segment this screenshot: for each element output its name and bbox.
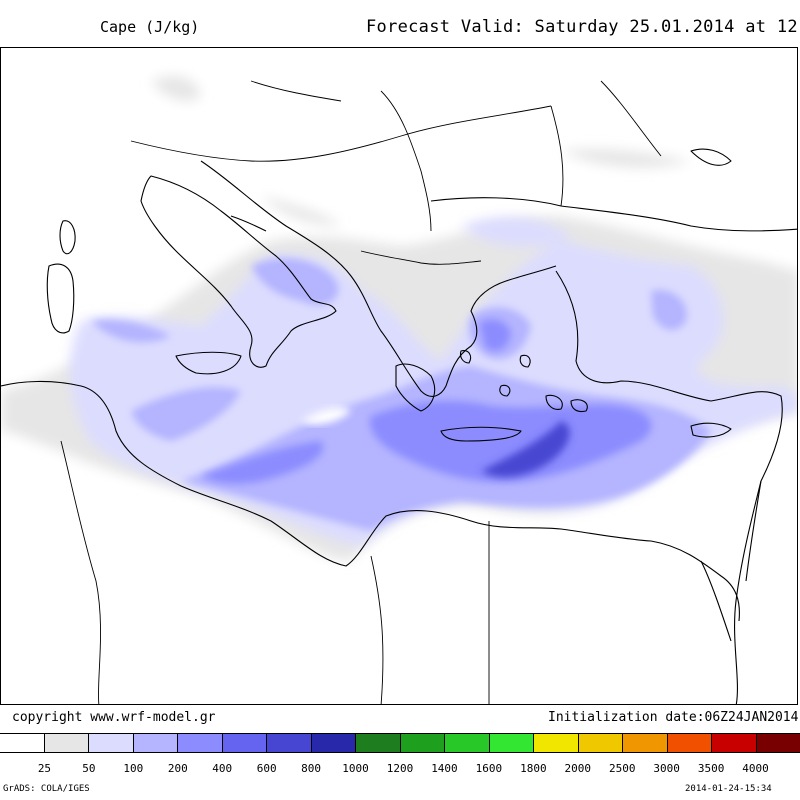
legend-tick-label: 800 (301, 762, 322, 775)
legend-swatch (89, 734, 134, 752)
cape-map (1, 76, 797, 704)
initialization-date: Initialization date:06Z24JAN2014 (548, 710, 799, 725)
legend-tick-label: 1200 (386, 762, 414, 775)
legend-swatch (623, 734, 668, 752)
legend-tick-label: 2000 (564, 762, 592, 775)
legend-tick-label: 25 (37, 762, 52, 775)
legend-swatch (311, 734, 356, 752)
legend-tick-label: 3500 (697, 762, 725, 775)
color-legend (0, 733, 800, 753)
software-credit: GrADS: COLA/IGES (3, 784, 90, 794)
render-timestamp: 2014-01-24-15:34 (685, 784, 772, 794)
legend-tick-label: 600 (256, 762, 277, 775)
legend-tick-label: 3000 (653, 762, 680, 775)
legend-tick-label: 400 (212, 762, 233, 775)
legend-swatch (756, 734, 800, 752)
cape-shading-800 (481, 421, 570, 478)
legend-swatch (133, 734, 178, 752)
legend-tick-label: 50 (82, 762, 96, 775)
coastlines (1, 148, 797, 704)
legend-swatch (445, 734, 490, 752)
legend-tick-label: 2500 (608, 762, 636, 775)
country-borders (60, 80, 662, 704)
legend-swatch (400, 734, 445, 752)
legend-swatch (178, 734, 223, 752)
legend-swatch (667, 734, 712, 752)
legend-tick-label: 1000 (342, 762, 369, 775)
legend-tick-label: 100 (123, 762, 144, 775)
legend-swatch (222, 734, 267, 752)
cape-shading-400-600 (201, 319, 652, 484)
legend-swatch (44, 734, 89, 752)
legend-swatch (578, 734, 623, 752)
legend-tick-label: 4000 (742, 762, 769, 775)
map-panel (0, 47, 798, 705)
cape-shading-low (301, 407, 351, 425)
legend-tick-label: 200 (167, 762, 188, 775)
legend-swatch (534, 734, 579, 752)
legend-tick-label: 1600 (475, 762, 503, 775)
variable-label: Cape (J/kg) (100, 18, 200, 36)
legend-tick-label: 1400 (431, 762, 458, 775)
legend-swatch (0, 734, 45, 752)
legend-swatch (712, 734, 757, 752)
legend-tick-label: 1800 (520, 762, 547, 775)
legend-swatch (356, 734, 401, 752)
forecast-valid-label: Forecast Valid: Saturday 25.01.2014 at 1… (366, 17, 800, 37)
copyright-text: copyright www.wrf-model.gr (12, 710, 216, 725)
legend-swatch (489, 734, 534, 752)
legend-swatch (267, 734, 312, 752)
